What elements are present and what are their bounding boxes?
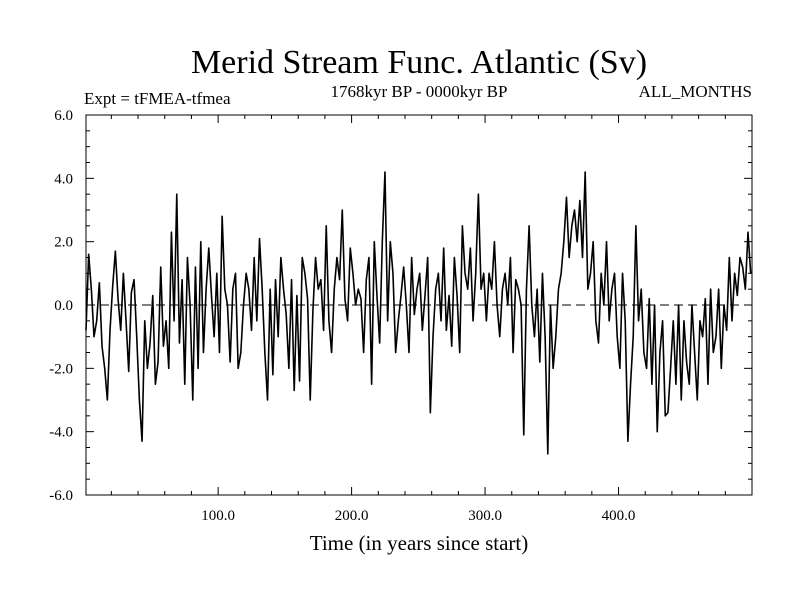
subtitle-right: ALL_MONTHS xyxy=(639,82,752,101)
y-tick-label: -6.0 xyxy=(49,488,73,504)
y-tick-label: -4.0 xyxy=(49,425,73,441)
y-tick-label: 6.0 xyxy=(54,108,73,124)
chart-title: Merid Stream Func. Atlantic (Sv) xyxy=(191,44,647,81)
y-tick-label: 0.0 xyxy=(54,298,73,314)
y-tick-label: -2.0 xyxy=(49,361,73,377)
x-tick-label: 200.0 xyxy=(335,508,369,524)
x-tick-label: 400.0 xyxy=(602,508,636,524)
subtitle-center: 1768kyr BP - 0000kyr BP xyxy=(331,82,508,101)
y-tick-label: 4.0 xyxy=(54,171,73,187)
y-tick-label: 2.0 xyxy=(54,235,73,251)
x-axis-label: Time (in years since start) xyxy=(310,531,529,555)
subtitle-left: Expt = tFMEA-tfmea xyxy=(84,89,231,108)
x-tick-label: 100.0 xyxy=(201,508,235,524)
plot-area: -6.0 -4.0 -2.0 0.0 2.0 4.0 6.0 100.0 200.0 300.0 4… xyxy=(49,108,753,524)
x-tick-label: 300.0 xyxy=(468,508,502,524)
series-line xyxy=(85,171,752,455)
